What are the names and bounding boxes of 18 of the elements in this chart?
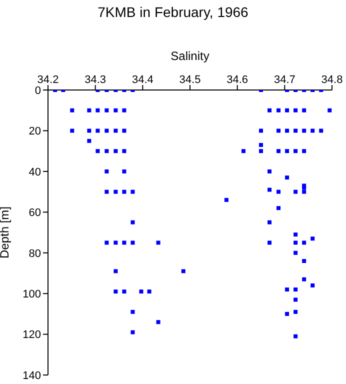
- x-tick-label: 34.2: [37, 74, 59, 86]
- x-tick-label: 34.5: [179, 74, 201, 86]
- x-tick-label: 34.3: [84, 74, 106, 86]
- y-tick-label: 120: [22, 329, 41, 342]
- y-axis-title: Depth [m]: [0, 206, 12, 259]
- x-tick-label: 34.8: [321, 74, 343, 86]
- x-tick-label: 34.7: [274, 74, 296, 86]
- y-tick-label: 60: [28, 207, 41, 220]
- y-tick-label: 80: [28, 248, 41, 260]
- y-tick-label: 0: [34, 84, 41, 97]
- chart-title: 7KMB in February, 1966: [96, 4, 250, 20]
- y-tick-label: 40: [28, 166, 41, 178]
- y-tick-label: 100: [22, 288, 41, 300]
- y-tick-label: 140: [22, 370, 41, 382]
- x-tick-label: 34.4: [132, 74, 154, 86]
- x-axis-title: Salinity: [170, 49, 210, 63]
- x-tick-label: 34.6: [226, 74, 248, 86]
- y-tick-label: 20: [28, 126, 41, 138]
